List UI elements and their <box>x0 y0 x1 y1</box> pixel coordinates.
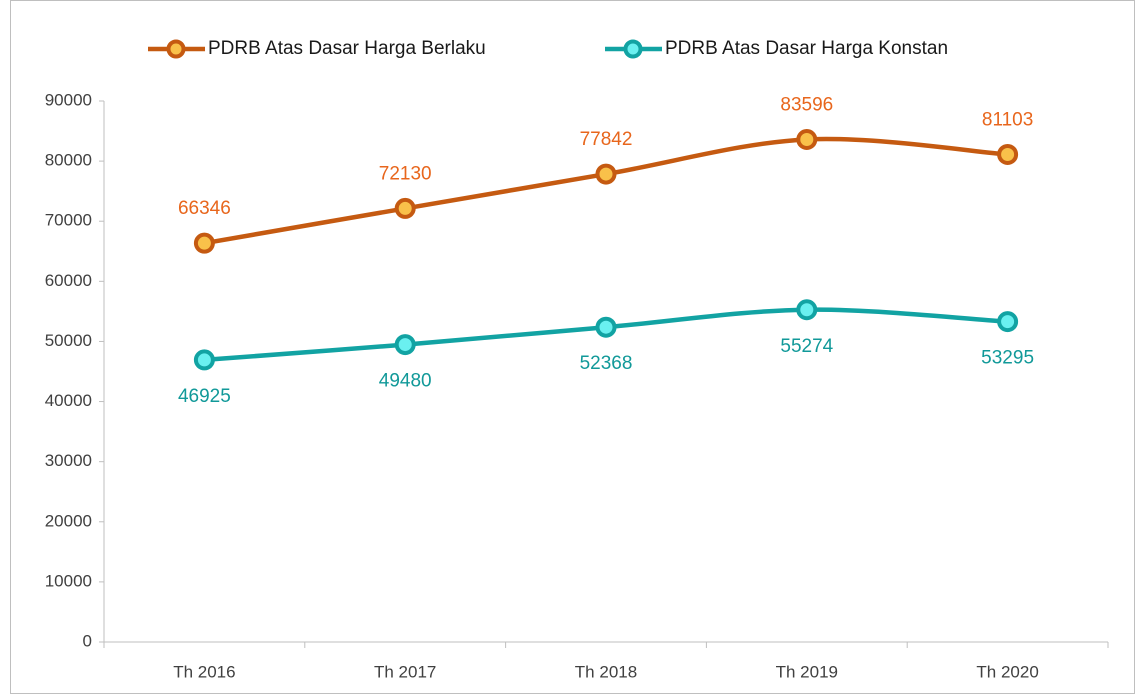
data-label: 52368 <box>580 353 633 374</box>
y-tick-label: 90000 <box>45 90 92 109</box>
x-tick-label: Th 2016 <box>173 662 235 681</box>
legend: PDRB Atas Dasar Harga Berlaku PDRB Atas D… <box>148 38 948 59</box>
data-point <box>997 311 1019 333</box>
x-tick-label: Th 2020 <box>976 662 1038 681</box>
y-tick-label: 20000 <box>45 511 92 530</box>
data-point <box>595 316 617 338</box>
y-tick-label: 10000 <box>45 571 92 590</box>
legend-marker <box>623 39 643 59</box>
data-label: 46925 <box>178 386 231 407</box>
data-label: 66346 <box>178 198 231 219</box>
x-tick-label: Th 2019 <box>776 662 838 681</box>
x-tick-label: Th 2017 <box>374 662 436 681</box>
data-label: 77842 <box>580 129 633 150</box>
legend-label: PDRB Atas Dasar Harga Konstan <box>665 38 948 59</box>
chart-border <box>10 0 1135 694</box>
data-point <box>394 334 416 356</box>
x-tick-label: Th 2018 <box>575 662 637 681</box>
data-label: 55274 <box>780 336 833 357</box>
data-label: 49480 <box>379 371 432 392</box>
y-tick-label: 60000 <box>45 271 92 290</box>
data-label: 72130 <box>379 163 432 184</box>
data-point <box>796 128 818 150</box>
data-point <box>997 143 1019 165</box>
data-point <box>193 349 215 371</box>
y-tick-label: 30000 <box>45 451 92 470</box>
y-tick-label: 80000 <box>45 151 92 170</box>
data-point <box>193 232 215 254</box>
data-point <box>595 163 617 185</box>
data-point <box>796 299 818 321</box>
y-tick-label: 40000 <box>45 391 92 410</box>
data-point <box>394 197 416 219</box>
y-tick-label: 70000 <box>45 211 92 230</box>
data-label: 81103 <box>982 109 1033 130</box>
data-label: 83596 <box>780 95 833 116</box>
legend-label: PDRB Atas Dasar Harga Berlaku <box>208 38 486 59</box>
data-label: 53295 <box>981 348 1034 369</box>
legend-marker <box>166 39 186 59</box>
y-tick-label: 50000 <box>45 331 92 350</box>
y-tick-label: 0 <box>83 631 92 650</box>
